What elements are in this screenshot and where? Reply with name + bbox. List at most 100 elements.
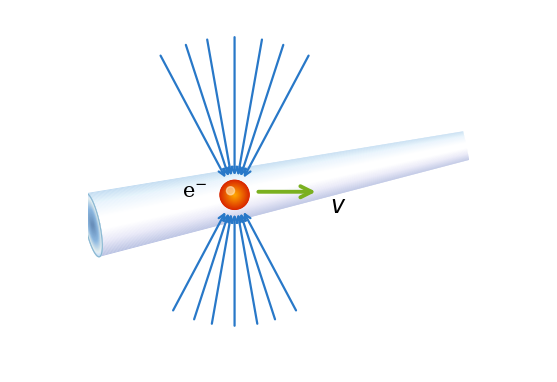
- Polygon shape: [88, 211, 97, 239]
- Polygon shape: [87, 208, 97, 242]
- Circle shape: [230, 190, 239, 199]
- Circle shape: [231, 191, 238, 199]
- Polygon shape: [95, 150, 467, 235]
- Circle shape: [234, 194, 235, 195]
- Polygon shape: [89, 138, 465, 210]
- Polygon shape: [97, 155, 468, 246]
- Polygon shape: [94, 149, 467, 233]
- Polygon shape: [86, 203, 99, 247]
- Circle shape: [233, 194, 236, 196]
- Polygon shape: [95, 151, 467, 238]
- Circle shape: [229, 190, 240, 200]
- Circle shape: [227, 188, 242, 202]
- Circle shape: [224, 185, 245, 205]
- Circle shape: [227, 187, 243, 203]
- Polygon shape: [89, 213, 96, 237]
- Polygon shape: [84, 196, 101, 254]
- Polygon shape: [95, 151, 467, 237]
- Polygon shape: [89, 138, 465, 209]
- Polygon shape: [89, 139, 465, 211]
- Polygon shape: [91, 142, 466, 218]
- Circle shape: [223, 183, 246, 206]
- Circle shape: [224, 185, 245, 205]
- Polygon shape: [86, 204, 99, 246]
- Polygon shape: [86, 132, 463, 195]
- Polygon shape: [96, 153, 468, 242]
- Circle shape: [222, 182, 247, 207]
- Polygon shape: [91, 141, 466, 216]
- Circle shape: [221, 181, 248, 209]
- Polygon shape: [88, 136, 464, 204]
- Polygon shape: [90, 215, 95, 235]
- Polygon shape: [87, 134, 464, 201]
- Polygon shape: [90, 215, 96, 235]
- Circle shape: [231, 192, 238, 198]
- Circle shape: [232, 192, 237, 197]
- Polygon shape: [91, 219, 95, 231]
- Polygon shape: [86, 204, 99, 246]
- Polygon shape: [95, 151, 467, 238]
- Polygon shape: [88, 136, 465, 205]
- Polygon shape: [92, 146, 466, 226]
- Polygon shape: [89, 138, 465, 207]
- Polygon shape: [89, 138, 465, 208]
- Polygon shape: [99, 159, 469, 256]
- Circle shape: [226, 186, 243, 204]
- Circle shape: [228, 188, 242, 202]
- Polygon shape: [87, 207, 98, 243]
- Polygon shape: [91, 143, 466, 220]
- Polygon shape: [85, 199, 100, 251]
- Polygon shape: [95, 150, 467, 236]
- Circle shape: [232, 193, 237, 197]
- Circle shape: [228, 189, 241, 201]
- Polygon shape: [86, 205, 99, 245]
- Polygon shape: [86, 133, 463, 197]
- Circle shape: [226, 186, 243, 204]
- Circle shape: [233, 193, 236, 196]
- Polygon shape: [92, 144, 466, 223]
- Polygon shape: [83, 193, 102, 257]
- Polygon shape: [91, 219, 94, 231]
- Polygon shape: [98, 157, 468, 251]
- Polygon shape: [96, 152, 468, 241]
- Circle shape: [228, 188, 241, 201]
- Circle shape: [226, 186, 243, 203]
- Polygon shape: [92, 145, 466, 225]
- Circle shape: [223, 183, 247, 207]
- Polygon shape: [85, 199, 101, 251]
- Polygon shape: [88, 136, 465, 204]
- Polygon shape: [87, 135, 464, 203]
- Polygon shape: [96, 154, 468, 244]
- Polygon shape: [91, 220, 94, 230]
- Polygon shape: [93, 146, 466, 227]
- Polygon shape: [85, 201, 100, 250]
- Polygon shape: [90, 140, 465, 214]
- Polygon shape: [90, 139, 465, 212]
- Polygon shape: [99, 158, 469, 254]
- Polygon shape: [87, 209, 97, 241]
- Polygon shape: [86, 132, 463, 196]
- Circle shape: [228, 188, 241, 201]
- Polygon shape: [96, 154, 468, 243]
- Polygon shape: [90, 216, 95, 234]
- Circle shape: [221, 181, 249, 209]
- Circle shape: [231, 191, 238, 199]
- Polygon shape: [97, 156, 468, 249]
- Polygon shape: [87, 134, 464, 201]
- Polygon shape: [83, 194, 102, 256]
- Circle shape: [222, 182, 247, 207]
- Polygon shape: [98, 157, 469, 251]
- Polygon shape: [92, 144, 466, 222]
- Polygon shape: [87, 206, 99, 244]
- Circle shape: [221, 181, 248, 209]
- Polygon shape: [91, 221, 94, 229]
- Circle shape: [225, 185, 244, 204]
- Polygon shape: [90, 139, 465, 212]
- Polygon shape: [99, 158, 469, 253]
- Polygon shape: [97, 155, 468, 247]
- Circle shape: [229, 189, 241, 201]
- Text: e$^{-}$: e$^{-}$: [182, 183, 207, 202]
- Circle shape: [229, 189, 240, 200]
- Polygon shape: [86, 202, 100, 248]
- Circle shape: [225, 186, 244, 204]
